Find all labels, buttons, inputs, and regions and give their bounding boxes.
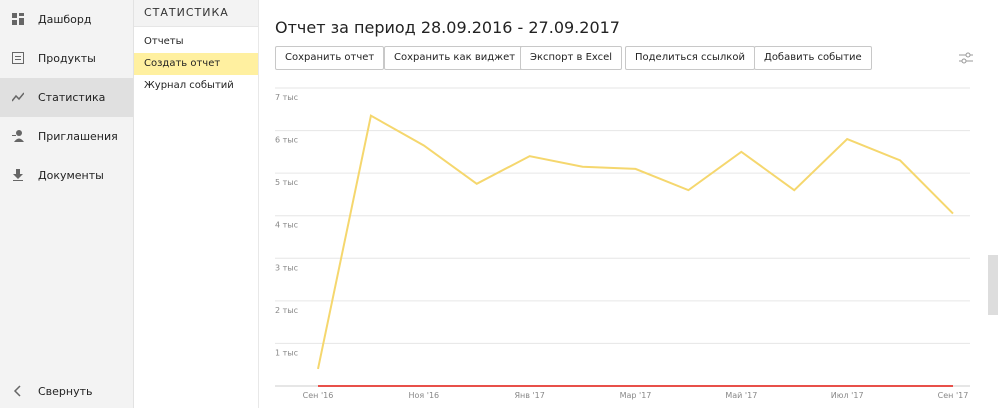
label: Статистика (38, 91, 106, 104)
x-tick-label: Янв '17 (514, 391, 544, 400)
subnav-item[interactable]: Создать отчет (134, 53, 258, 75)
x-tick-label: Сен '17 (938, 391, 969, 400)
x-tick-label: Ноя '16 (409, 391, 440, 400)
nav-item[interactable]: Приглашения (0, 117, 133, 156)
subnav-item[interactable]: Журнал событий (144, 80, 234, 91)
sidebar: Дашборд Продукты Статистика Приглашения … (0, 0, 134, 408)
chart: 1 тыс 2 тыс 3 тыс 4 тыс 5 тыс 6 тыс 7 тыс Сен '… (275, 87, 970, 400)
y-tick-label: 3 тыс (275, 263, 298, 272)
subnav: СТАТИСТИКА Отчеты Создать отчет Журнал с… (134, 0, 259, 408)
label: Приглашения (38, 130, 118, 143)
nav-item[interactable]: Статистика (0, 78, 133, 117)
y-tick-label: 6 тыс (275, 136, 298, 145)
x-tick-label: Июл '17 (831, 391, 864, 400)
y-tick-label: 4 тыс (275, 221, 298, 230)
y-tick-label: 5 тыс (275, 178, 298, 187)
page-title: Отчет за период 28.09.2016 - 27.09.2017 (275, 18, 620, 37)
scrollbar[interactable] (988, 255, 998, 315)
label: Документы (38, 169, 104, 182)
x-tick-label: Май '17 (725, 391, 757, 400)
label: Дашборд (38, 13, 92, 26)
subnav-item[interactable]: Отчеты (144, 36, 184, 47)
collapse[interactable]: Свернуть (0, 372, 133, 411)
label: Свернуть (38, 385, 93, 398)
settings-icon[interactable] (959, 52, 973, 64)
nav-item[interactable]: Дашборд (0, 0, 133, 39)
x-tick-label: Мар '17 (620, 391, 652, 400)
button[interactable]: Экспорт в Excel (520, 46, 623, 70)
button[interactable]: Добавить событие (754, 46, 872, 70)
x-tick-label: Сен '16 (303, 391, 334, 400)
y-tick-label: 7 тыс (275, 93, 298, 102)
button[interactable]: Сохранить как виджет (384, 46, 526, 70)
nav-item[interactable]: Продукты (0, 39, 133, 78)
label: Продукты (38, 52, 96, 65)
button[interactable]: Сохранить отчет (275, 46, 385, 70)
series-line (317, 114, 954, 370)
subnav-title: СТАТИСТИКА (134, 0, 258, 27)
y-tick-label: 1 тыс (275, 348, 298, 357)
button[interactable]: Поделиться ссылкой (625, 46, 755, 70)
nav-item[interactable]: Документы (0, 156, 133, 195)
y-tick-label: 2 тыс (275, 306, 298, 315)
